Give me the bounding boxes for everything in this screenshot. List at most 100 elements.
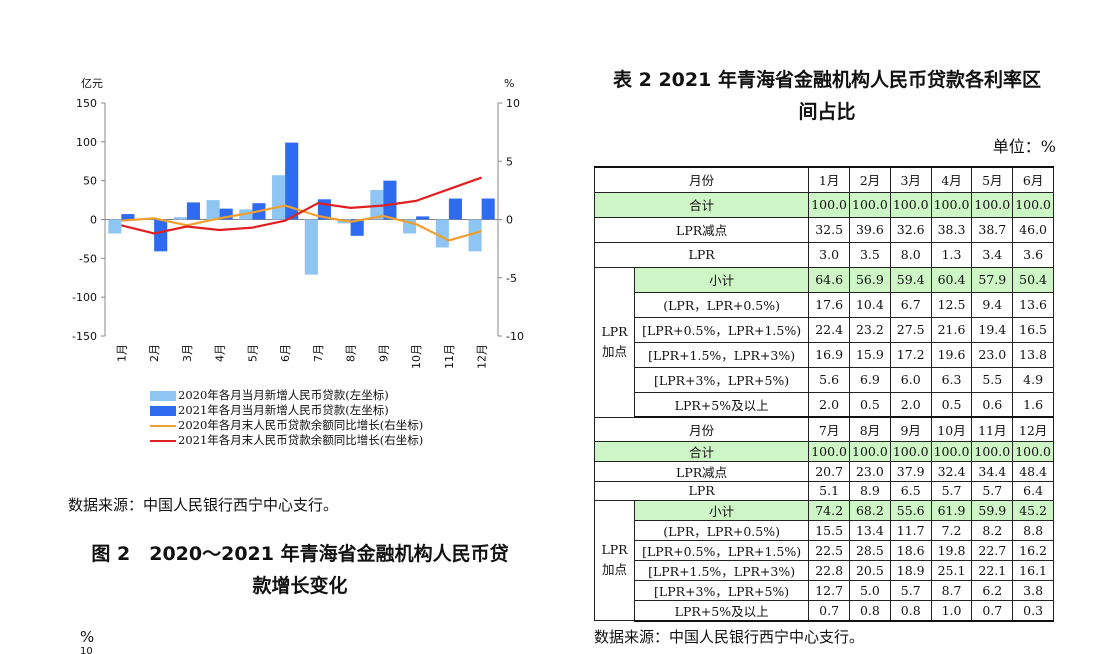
table-row-r1: (LPR，LPR+0.5%) 15.5 13.4 11.7 7.2 8.2 8.… [595,519,1054,541]
row-label: LPR+5%及以上 [633,391,810,418]
value-cell: 8.9 [849,480,891,501]
lpr-plus-group-label: LPR 加点 [594,499,635,621]
table-header-row: 月份 7月 8月 9月 10月 11月 12月 [593,416,1054,442]
table-row-subtotal: LPR 加点 小计 64.6 56.9 59.4 60.4 57.9 50.4 [594,266,1054,418]
table-row-r4: [LPR+3%，LPR+5%) 12.7 5.0 5.7 8.7 6.2 3.8 [595,579,1054,601]
table-row-r2: [LPR+0.5%，LPR+1.5%) 22.5 28.5 18.6 19.8 … [595,539,1054,561]
value-cell: 25.1 [930,559,973,581]
legend-label: 2021年各月末人民币贷款余额同比增长(右坐标) [178,433,424,447]
value-cell: 45.2 [1012,499,1054,521]
value-cell: 5.5 [971,366,1014,393]
row-label: LPR减点 [593,216,810,243]
figure-caption-line2: 款增长变化 [252,575,348,597]
value-cell: 22.8 [808,559,851,581]
value-cell: 5.6 [808,366,851,393]
value-cell: 100.0 [930,440,973,462]
table-unit: 单位：% [992,137,1056,156]
value-cell: 1.0 [930,599,973,622]
bar-2020 [370,189,384,220]
legend-label: 2021年各月当月新增人民币贷款(左坐标) [178,403,389,417]
value-cell: 6.5 [889,480,932,501]
month-cell: 1月 [808,166,851,193]
value-cell: 56.9 [849,266,891,293]
value-cell: 0.5 [930,391,973,418]
row-label: 小计 [633,499,810,521]
bar-2021 [383,180,397,220]
value-cell: 7.2 [930,519,973,541]
bar-2021 [219,208,233,220]
table-title-line2: 间占比 [798,101,856,123]
month-cell: 5月 [971,166,1014,193]
x-tick-label: 1月 [115,344,128,362]
value-cell: 19.4 [971,316,1014,343]
value-cell: 23.2 [849,316,891,343]
figure-caption: 图 2 2020～2021 年青海省金融机构人民币贷 款增长变化 [60,538,540,602]
x-tick-label: 9月 [377,344,390,362]
table-title-line1: 表 2 2021 年青海省金融机构人民币贷款各利率区 [613,69,1041,91]
right-tick-label: 5 [506,155,513,168]
month-cell: 4月 [930,166,973,193]
x-tick-label: 6月 [279,344,292,362]
value-cell: 5.7 [930,480,973,501]
value-cell: 61.9 [930,499,973,521]
interest-rate-table: 月份 1月 2月 3月 4月 5月 6月 合计 100.0 100.0 100.… [593,166,1054,622]
x-tick-label: 8月 [345,344,358,362]
value-cell: 23.0 [849,460,891,482]
table-source-note: 数据来源：中国人民银行西宁中心支行。 [594,628,865,646]
legend-label: 2020年各月当月新增人民币贷款(左坐标) [178,388,389,402]
value-cell: 19.8 [930,539,973,561]
value-cell: 22.7 [971,539,1014,561]
value-cell: 55.6 [889,499,932,521]
month-cell: 12月 [1012,416,1054,442]
right-tick-label: -10 [506,330,524,343]
x-tick-label: 2月 [148,344,161,362]
table-row-r5: LPR+5%及以上 0.7 0.8 0.8 1.0 0.7 0.3 [595,599,1054,622]
value-cell: 38.3 [930,216,973,243]
legend-item-2020-line: 2020年各月末人民币贷款余额同比增长(右坐标) [150,418,423,433]
value-cell: 38.7 [971,216,1014,243]
next-chart-unit: % [80,628,95,646]
value-cell: 100.0 [930,191,973,218]
value-cell: 57.9 [971,266,1014,293]
value-cell: 100.0 [849,440,891,462]
value-cell: 68.2 [849,499,891,521]
value-cell: 6.0 [889,366,932,393]
group-label-line: 加点 [601,562,627,578]
row-label: [LPR+1.5%，LPR+3%) [633,559,810,581]
value-cell: 27.5 [889,316,932,343]
left-tick-label: 150 [76,97,97,110]
value-cell: 5.0 [849,579,891,601]
table-row-total: 合计 100.0 100.0 100.0 100.0 100.0 100.0 [593,191,1054,218]
value-cell: 1.3 [930,241,973,268]
row-label: LPR [593,480,810,501]
value-cell: 100.0 [971,440,1014,462]
value-cell: 20.7 [808,460,851,482]
value-cell: 16.2 [1012,539,1054,561]
value-cell: 15.9 [849,341,891,368]
table-title: 表 2 2021 年青海省金融机构人民币贷款各利率区 间占比 [594,64,1060,128]
month-header: 月份 [593,166,810,193]
table-row-r2: [LPR+0.5%，LPR+1.5%) 22.4 23.2 27.5 21.6 … [595,316,1054,343]
table-row-r5: LPR+5%及以上 2.0 0.5 2.0 0.5 0.6 1.6 [595,391,1054,418]
value-cell: 32.5 [808,216,851,243]
value-cell: 59.9 [971,499,1014,521]
value-cell: 10.4 [849,291,891,318]
value-cell: 59.4 [889,266,932,293]
value-cell: 22.4 [808,316,851,343]
value-cell: 0.6 [971,391,1014,418]
value-cell: 4.9 [1012,366,1054,393]
table-row-lpr-minus: LPR减点 32.5 39.6 32.6 38.3 38.7 46.0 [593,216,1054,243]
row-label: 小计 [633,266,810,293]
legend-label: 2020年各月末人民币贷款余额同比增长(右坐标) [178,418,424,432]
table-row-r4: [LPR+3%，LPR+5%) 5.6 6.9 6.0 6.3 5.5 4.9 [595,366,1054,393]
x-tick-label: 7月 [312,344,325,362]
table-header-row: 月份 1月 2月 3月 4月 5月 6月 [593,166,1054,193]
value-cell: 23.0 [971,341,1014,368]
row-label: [LPR+1.5%，LPR+3%) [633,341,810,368]
row-label: LPR [593,241,810,268]
value-cell: 6.2 [971,579,1014,601]
value-cell: 60.4 [930,266,973,293]
value-cell: 100.0 [808,191,851,218]
value-cell: 2.0 [808,391,851,418]
left-tick-label: 50 [83,175,97,188]
